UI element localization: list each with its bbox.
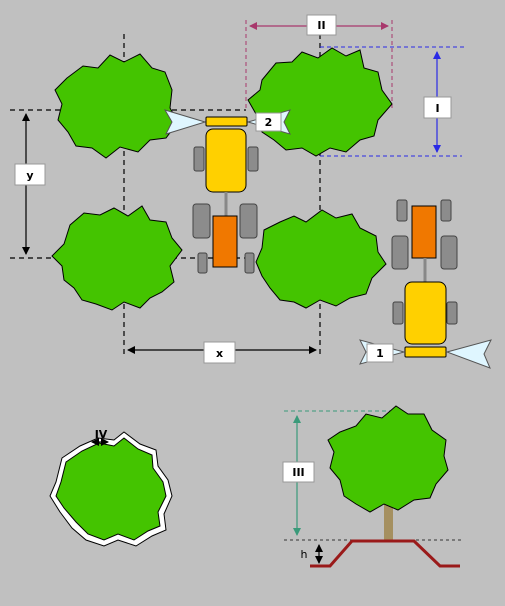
offset-contour-tree: IV — [49, 428, 173, 547]
label-x: x — [203, 341, 236, 364]
ridge-profile-icon — [310, 539, 460, 568]
label-nozzle-1-text: 1 — [376, 347, 384, 360]
tractor-cab — [212, 215, 238, 268]
wheel — [446, 301, 458, 325]
tree-canopy-icon — [51, 205, 183, 311]
wheel — [247, 146, 259, 172]
tractor-cab — [411, 205, 437, 259]
tractor-icon — [391, 199, 458, 358]
label-nozzle-2: 2 — [255, 112, 282, 132]
wheel — [396, 199, 408, 222]
tractor-icon — [192, 116, 259, 274]
label-y: y — [14, 163, 46, 186]
wheel — [239, 203, 258, 239]
label-nozzle-1: 1 — [366, 343, 394, 363]
wheel — [244, 252, 255, 274]
sprayer-nozzle-icon — [445, 339, 492, 369]
wheel — [197, 252, 208, 274]
wheel — [193, 146, 205, 172]
tree-canopy-icon — [255, 209, 387, 309]
tank-body — [404, 281, 447, 345]
wheel — [440, 235, 458, 270]
label-y-text: y — [26, 169, 33, 182]
dim-I-guides — [320, 46, 466, 157]
tank-body — [205, 128, 247, 193]
sprayer-nozzle-icon — [163, 109, 207, 135]
wheel — [440, 199, 452, 222]
tree-canopy-icon — [55, 437, 167, 541]
trunk — [384, 503, 393, 541]
label-h-text: h — [301, 548, 308, 561]
label-II-text: II — [317, 19, 325, 32]
label-IV-text: IV — [95, 428, 108, 441]
label-I: I — [423, 96, 452, 119]
wheel — [391, 235, 409, 270]
boom-bar — [205, 116, 248, 127]
label-III: III — [282, 461, 315, 483]
tree-canopy-icon — [54, 53, 179, 159]
label-III-text: III — [292, 466, 304, 479]
tree-canopy-icon — [327, 405, 449, 513]
label-II: II — [306, 14, 337, 36]
label-I-text: I — [435, 102, 439, 115]
wheel — [392, 301, 404, 325]
boom-bar — [404, 346, 447, 358]
label-x-text: x — [216, 347, 223, 360]
wheel — [192, 203, 211, 239]
dim-II-guides — [245, 20, 393, 110]
label-nozzle-2-text: 2 — [265, 116, 273, 129]
tree-canopy-icon — [247, 47, 393, 157]
side-profile: III h — [282, 405, 462, 568]
